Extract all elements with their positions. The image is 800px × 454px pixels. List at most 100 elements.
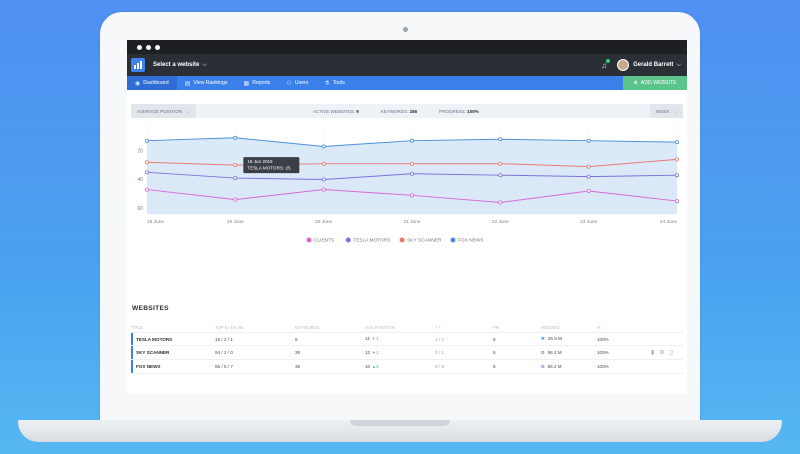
data-point — [498, 161, 503, 166]
website-title[interactable]: TESLA MOTORS — [136, 336, 173, 342]
app-logo-icon[interactable] — [131, 58, 145, 72]
indexed-value: 56.2 M — [547, 364, 562, 369]
y-tick-label: 40 — [137, 177, 143, 183]
column-header-keywords[interactable]: KEYWORDS — [295, 324, 320, 330]
x-tick-label: 23 June — [580, 219, 597, 225]
metric-select-label: AVERAGE POSITION — [137, 108, 183, 114]
window-minimize-dot[interactable] — [146, 44, 151, 50]
notification-bell-icon[interactable]: ♫ — [601, 58, 611, 70]
stat-value: 286 — [409, 108, 418, 114]
reports-icon: ▦ — [243, 80, 250, 87]
avg-value: 11 — [365, 336, 370, 341]
dashboard-icon: ◉ — [135, 80, 141, 87]
change-arrow-icon: ▴ — [372, 363, 375, 369]
keywords-count: 36 — [295, 350, 301, 355]
website-select[interactable]: Select a website ⌵ — [153, 62, 207, 69]
legend-label: TESLA MOTORS — [353, 238, 390, 244]
nav-item-view-rankings[interactable]: ▤ View Rankings — [177, 76, 236, 90]
tools-icon: ⚗ — [324, 80, 330, 87]
indexed-source-icon: ✲ — [541, 336, 545, 341]
data-point — [233, 197, 238, 202]
period-select[interactable]: WEEK ⌵ — [649, 104, 683, 118]
column-header-avg-position[interactable]: AVG POSITION — [365, 324, 395, 330]
top-rankings: 94 / 2 / 0 — [215, 350, 233, 355]
data-point — [144, 187, 149, 192]
column-header-pr[interactable]: PR — [493, 324, 499, 330]
keywords-count: 36 — [295, 364, 301, 369]
nav-item-tools[interactable]: ⚗ Tools — [316, 76, 353, 90]
websites-title: WEBSITES — [132, 305, 169, 312]
table-header: TITLE TOP 5 / 10 / 50 KEYWORDS AVG POSIT… — [131, 322, 683, 332]
column-header-top[interactable]: TOP 5 / 10 / 50 — [215, 324, 244, 330]
active-websites-stat: ACTIVE WEBSITES: 9 — [313, 109, 359, 114]
main-nav: ◉ Dashboard ▤ View Rankings ▦ Reports ⚇ … — [127, 76, 687, 90]
add-website-label: ADD WEBSITE — [640, 80, 677, 86]
column-header-percent[interactable]: % — [597, 324, 601, 330]
column-header-plus-minus[interactable]: + / - — [435, 324, 443, 330]
laptop-base — [18, 420, 782, 442]
top-rankings: 55 / 5 / 7 — [215, 364, 233, 369]
legend-swatch — [306, 237, 312, 243]
tooltip-date: 19 Jun 2016 — [247, 159, 273, 164]
period-select-label: WEEK — [655, 108, 670, 114]
avg-value: 10 — [365, 363, 371, 369]
nav-item-users[interactable]: ⚇ Users — [278, 76, 316, 90]
notification-dot — [606, 58, 611, 63]
chart-controls: AVERAGE POSITION ⌵ ACTIVE WEBSITES: 9 KE… — [131, 104, 683, 118]
page-rank: 6 — [493, 364, 496, 369]
data-point — [498, 173, 503, 178]
row-accent — [131, 360, 133, 373]
row-accent — [131, 346, 133, 359]
keywords-count: 8 — [295, 336, 298, 342]
avatar[interactable] — [617, 59, 630, 71]
nav-label: Users — [294, 80, 309, 86]
data-point — [321, 187, 326, 192]
add-website-button[interactable]: ⊕ ADD WEBSITE — [623, 76, 687, 90]
chart-stats: ACTIVE WEBSITES: 9 KEYWORDS: 286 PROGRES… — [313, 104, 479, 118]
bar-chart-icon[interactable]: ▮ — [650, 350, 655, 356]
plus-circle-icon: ⊕ — [633, 80, 638, 86]
plus-minus: 1 / 2 — [435, 336, 444, 342]
table-row[interactable]: TESLA MOTORS 19 / 2 / 1 8 11 ▾ 1 1 / 2 8… — [131, 332, 683, 346]
chevron-down-icon: ⌵ — [673, 108, 677, 114]
data-point — [498, 200, 503, 205]
nav-item-dashboard[interactable]: ◉ Dashboard — [127, 76, 177, 90]
metric-select[interactable]: AVERAGE POSITION ⌵ — [131, 104, 196, 118]
data-point — [144, 160, 149, 165]
nav-label: Dashboard — [143, 80, 169, 86]
table-body: TESLA MOTORS 19 / 2 / 1 8 11 ▾ 1 1 / 2 8… — [131, 332, 683, 374]
data-point — [409, 138, 414, 143]
change-value: 1 — [376, 349, 379, 355]
legend-label: CLIENTS — [314, 238, 334, 244]
table-row[interactable]: SKY SCANNER 94 / 2 / 0 36 12 ▾ 1 3 / 1 8… — [131, 346, 683, 360]
data-point — [233, 163, 238, 168]
position-chart[interactable]: 20 40 60 18 June 19 June 20 June 21 June 22 Jun… — [131, 118, 683, 282]
legend-label: FOX NEWS — [458, 238, 484, 244]
websites-table: TITLE TOP 5 / 10 / 50 KEYWORDS AVG POSIT… — [131, 322, 683, 374]
users-icon: ⚇ — [286, 80, 292, 87]
x-tick-label: 18 June — [147, 219, 164, 225]
user-menu[interactable]: Gerald Barrett ⌵ — [633, 62, 681, 69]
nav-label: Tools — [332, 80, 345, 86]
website-title[interactable]: FOX NEWS — [136, 364, 161, 369]
website-title[interactable]: SKY SCANNER — [136, 350, 170, 355]
row-tools: ▮ ⚙ ▯ — [627, 349, 683, 356]
data-point — [409, 171, 414, 176]
y-tick-label: 60 — [137, 206, 143, 212]
gear-icon[interactable]: ⚙ — [659, 350, 665, 356]
indexed: G 56.2 M — [541, 364, 597, 369]
column-header-indexed[interactable]: INDEXED — [541, 324, 560, 330]
window-maximize-dot[interactable] — [155, 44, 160, 50]
trash-icon[interactable]: ▯ — [669, 350, 673, 356]
data-point — [321, 177, 326, 182]
indexed-value: 25.9 M — [547, 336, 562, 341]
window-close-dot[interactable] — [137, 44, 142, 50]
change-arrow-icon: ▾ — [372, 349, 375, 355]
page-rank: 8 — [493, 350, 496, 355]
column-header-title[interactable]: TITLE — [131, 324, 143, 330]
data-point — [233, 135, 238, 140]
nav-item-reports[interactable]: ▦ Reports — [236, 76, 279, 90]
indexed-source-icon: G — [541, 364, 545, 369]
nav-label: View Rankings — [193, 80, 228, 86]
